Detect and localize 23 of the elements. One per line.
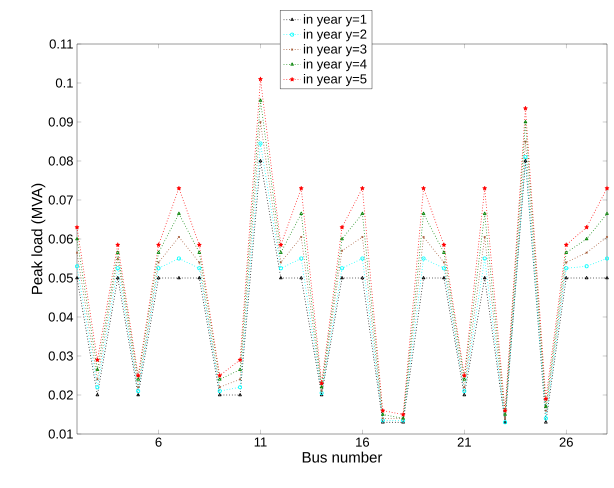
x-tick-label: 26 — [560, 438, 573, 447]
x-tick-label: 11 — [254, 438, 267, 446]
y-tick-label: 0.04 — [48, 312, 74, 322]
x-tick-label: 21 — [458, 438, 471, 447]
legend-label: in year y=4 — [304, 59, 367, 72]
y-tick-label: 0.03 — [48, 351, 73, 361]
y-tick-label: 0.07 — [48, 195, 73, 205]
y-tick-label: 0.1 — [56, 78, 73, 88]
x-tick-label: 6 — [156, 438, 162, 447]
legend-label: in year y=5 — [304, 74, 366, 86]
legend-label: in year y=3 — [304, 44, 366, 56]
y-tick-label: 0.06 — [48, 234, 73, 244]
x-axis-title: Bus number — [302, 452, 382, 463]
y-tick-label: 0.01 — [48, 429, 73, 439]
legend-label: in year y=2 — [304, 29, 366, 42]
y-tick-label: 0.09 — [48, 117, 73, 127]
x-tick-label: 16 — [356, 438, 370, 447]
legend-label: in year y=1 — [304, 14, 366, 26]
y-tick-label: 0.11 — [50, 39, 73, 49]
y-axis-title: Peak load (MVA) — [31, 184, 46, 294]
y-tick-label: 0.08 — [48, 156, 73, 166]
y-tick-label: 0.05 — [48, 273, 73, 283]
y-tick-label: 0.02 — [48, 390, 73, 400]
